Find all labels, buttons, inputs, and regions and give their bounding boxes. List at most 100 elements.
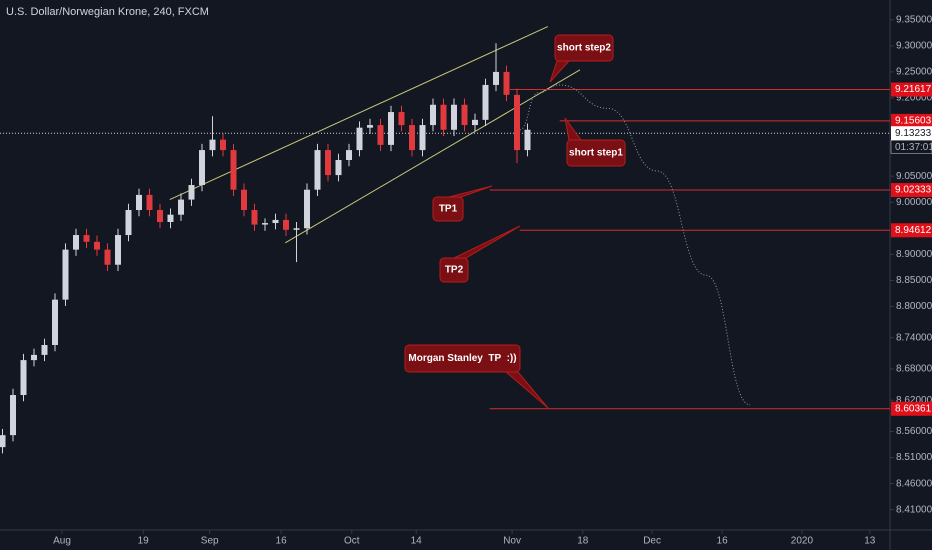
level-label: 9.15603 bbox=[895, 116, 932, 127]
candle-body bbox=[524, 129, 531, 151]
level-label-bg bbox=[891, 183, 932, 198]
y-tick-label: 8.46000 bbox=[896, 478, 932, 489]
x-tick-label: Sep bbox=[201, 536, 219, 547]
candle-body bbox=[387, 112, 394, 145]
candle-body bbox=[20, 360, 27, 396]
candle-body bbox=[377, 125, 384, 145]
candle-body bbox=[345, 150, 352, 160]
candle-body bbox=[198, 150, 205, 186]
callout-text: short step1 bbox=[569, 148, 623, 159]
candle-body bbox=[135, 194, 142, 211]
level-label-bg bbox=[891, 113, 932, 128]
y-tick-label: 9.35000 bbox=[896, 14, 932, 25]
current-price-label-bg bbox=[891, 126, 932, 141]
callout-box bbox=[554, 34, 614, 62]
level-label: 9.21617 bbox=[895, 84, 932, 95]
y-tick-label: 8.80000 bbox=[896, 301, 932, 312]
candle-body bbox=[356, 127, 363, 151]
x-tick-label: 18 bbox=[577, 536, 589, 547]
x-tick-label: 2020 bbox=[791, 536, 814, 547]
candle-body bbox=[282, 219, 289, 230]
candle-body bbox=[513, 94, 520, 151]
candle-body bbox=[251, 210, 258, 225]
countdown-bg bbox=[890, 139, 932, 154]
candle-body bbox=[125, 210, 132, 236]
x-tick-label: Aug bbox=[53, 536, 71, 547]
candle-body bbox=[450, 104, 457, 130]
candle-body bbox=[398, 112, 405, 126]
candle-body bbox=[93, 241, 100, 250]
y-tick-label: 9.20000 bbox=[896, 93, 932, 104]
callout-text: Morgan Stanley TP :)) bbox=[408, 353, 516, 364]
level-label-bg bbox=[891, 82, 932, 97]
y-tick-label: 8.41000 bbox=[896, 504, 932, 515]
candle-body bbox=[177, 199, 184, 215]
current-price-label: 9.13233 bbox=[895, 128, 932, 139]
chart-title: U.S. Dollar/Norwegian Krone, 240, FXCM bbox=[6, 6, 209, 18]
x-tick-label: Nov bbox=[503, 536, 521, 547]
y-tick-label: 9.00000 bbox=[896, 197, 932, 208]
candle-body bbox=[324, 150, 331, 176]
callout-text: short step2 bbox=[557, 43, 611, 54]
candle-body bbox=[408, 125, 415, 151]
level-label-bg bbox=[891, 223, 932, 238]
channel-line bbox=[285, 69, 581, 244]
candle-body bbox=[209, 139, 216, 151]
y-tick-label: 8.51000 bbox=[896, 452, 932, 463]
candle-body bbox=[156, 210, 163, 223]
callout-box bbox=[404, 344, 521, 373]
candle-body bbox=[230, 150, 237, 190]
level-label: 8.94612 bbox=[895, 225, 932, 236]
callout-box bbox=[566, 139, 626, 167]
candle-body bbox=[9, 395, 16, 436]
candle-body bbox=[167, 214, 174, 223]
candle-body bbox=[114, 235, 121, 265]
candle-body bbox=[0, 435, 6, 448]
x-tick-label: 16 bbox=[276, 536, 288, 547]
candle-body bbox=[62, 249, 69, 300]
level-label: 9.02333 bbox=[895, 185, 932, 196]
candle-body bbox=[429, 104, 436, 126]
candle-body bbox=[471, 119, 478, 126]
candle-body bbox=[293, 228, 300, 230]
callout-box bbox=[439, 257, 469, 283]
candle-body bbox=[261, 223, 268, 225]
y-tick-label: 8.56000 bbox=[896, 426, 932, 437]
countdown: 01:37:01 bbox=[895, 142, 932, 153]
candle-body bbox=[461, 104, 468, 126]
candle-body bbox=[188, 185, 195, 200]
candle-body bbox=[335, 159, 342, 176]
y-tick-label: 8.62000 bbox=[896, 395, 932, 406]
candle-body bbox=[492, 71, 499, 85]
candle-body bbox=[272, 219, 279, 224]
y-tick-label: 8.85000 bbox=[896, 275, 932, 286]
candle-body bbox=[72, 235, 79, 250]
level-label-bg bbox=[891, 401, 932, 416]
x-tick-label: 16 bbox=[717, 536, 729, 547]
candle-body bbox=[482, 84, 489, 120]
x-tick-label: 19 bbox=[138, 536, 150, 547]
x-tick-label: 14 bbox=[411, 536, 423, 547]
candle-body bbox=[41, 344, 48, 355]
candle-body bbox=[51, 299, 58, 345]
candle-body bbox=[83, 235, 90, 242]
y-tick-label: 8.68000 bbox=[896, 364, 932, 375]
y-tick-label: 8.90000 bbox=[896, 249, 932, 260]
candle-body bbox=[303, 189, 310, 229]
x-tick-label: Dec bbox=[643, 536, 661, 547]
callout-text: TP2 bbox=[445, 265, 464, 276]
callout-text: TP1 bbox=[439, 204, 458, 215]
candle-body bbox=[30, 354, 37, 361]
y-tick-label: 8.74000 bbox=[896, 332, 932, 343]
candle-body bbox=[146, 194, 153, 211]
y-tick-label: 9.25000 bbox=[896, 67, 932, 78]
x-tick-label: Oct bbox=[344, 536, 360, 547]
projection-curve bbox=[519, 84, 751, 406]
candle-body bbox=[240, 189, 247, 211]
y-tick-label: 9.30000 bbox=[896, 41, 932, 52]
level-label: 8.60361 bbox=[895, 403, 932, 414]
candle-body bbox=[503, 71, 510, 95]
candle-body bbox=[440, 104, 447, 130]
callout-box bbox=[432, 196, 464, 222]
